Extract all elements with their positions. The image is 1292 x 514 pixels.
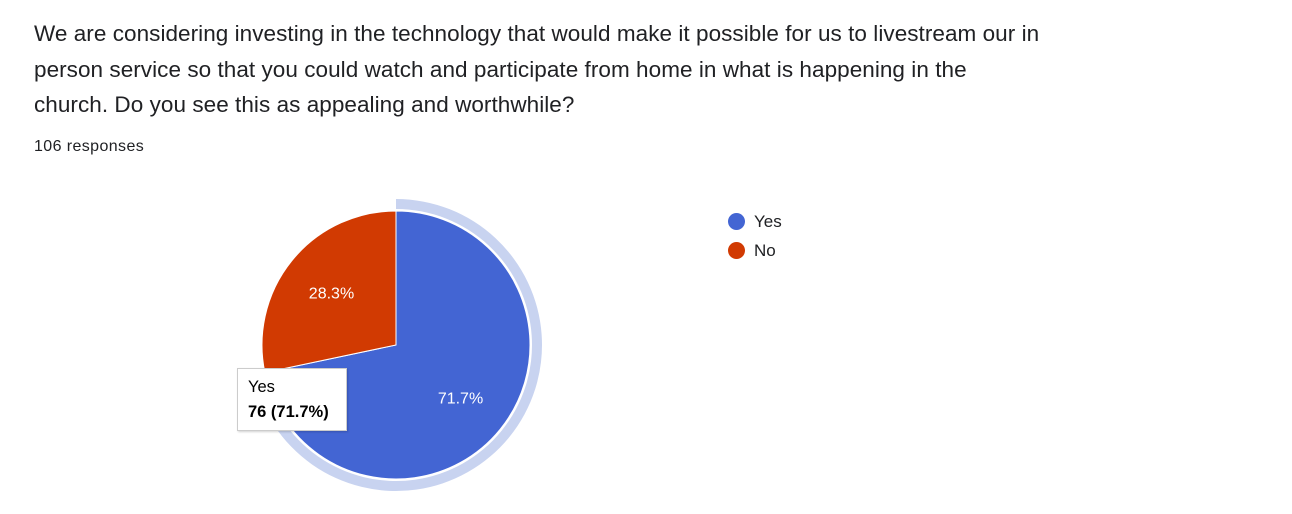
chart-tooltip: Yes 76 (71.7%) <box>237 368 347 431</box>
legend-label-no: No <box>754 240 776 260</box>
pie-label-yes: 71.7% <box>438 390 483 407</box>
tooltip-value: 76 (71.7%) <box>248 403 329 421</box>
response-count: 106 responses <box>34 138 145 155</box>
legend-item-no[interactable]: No <box>728 236 782 265</box>
chart-legend: Yes No <box>728 207 782 265</box>
pie-slice-no[interactable] <box>261 210 397 374</box>
tooltip-label: Yes <box>248 378 275 396</box>
legend-item-yes[interactable]: Yes <box>728 207 782 236</box>
pie-label-no: 28.3% <box>309 286 354 303</box>
legend-swatch-yes <box>728 213 745 230</box>
question-text: We are considering investing in the tech… <box>34 21 1040 117</box>
legend-label-yes: Yes <box>754 211 782 231</box>
legend-swatch-no <box>728 242 745 259</box>
